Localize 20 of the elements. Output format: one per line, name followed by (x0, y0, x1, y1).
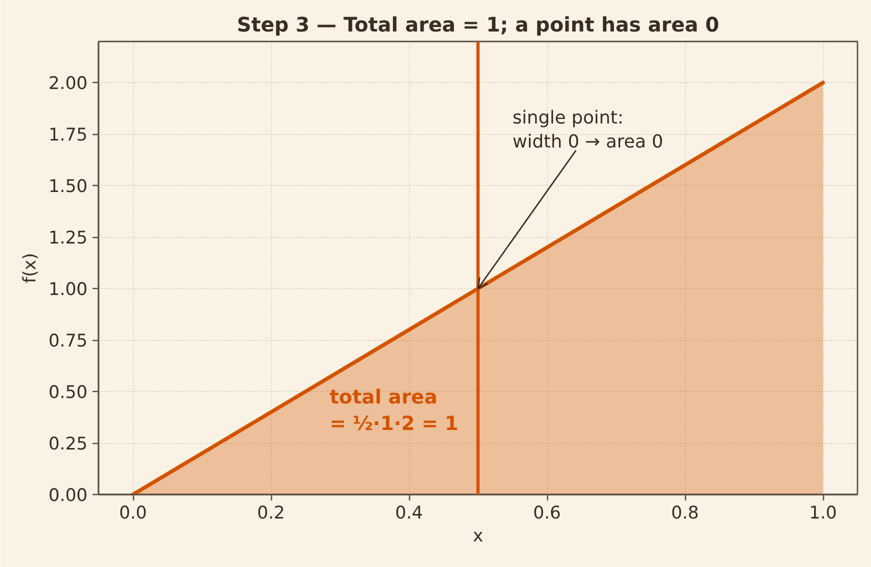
x-tick-label: 0.4 (395, 504, 423, 524)
x-tick-label: 0.0 (119, 504, 147, 524)
y-tick-label: 1.75 (48, 126, 88, 146)
x-tick-label: 0.8 (671, 504, 699, 524)
y-tick-label: 1.25 (48, 228, 88, 249)
x-tick-label: 0.2 (257, 504, 285, 524)
y-tick-label: 0.50 (48, 383, 88, 404)
x-tick-label: 0.6 (533, 504, 561, 524)
x-axis-title: x (472, 526, 484, 546)
y-tick-label: 1.50 (48, 177, 88, 198)
y-tick-label: 1.00 (48, 280, 88, 300)
y-tick-label: 0.25 (48, 434, 88, 455)
annotation: total area = ½·1·2 = 1 (330, 385, 458, 435)
y-tick-label: 2.00 (48, 74, 88, 94)
y-axis-title: f(x) (20, 252, 41, 284)
chart-title: Step 3 — Total area = 1; a point has area 0 (236, 12, 720, 36)
y-tick-label: 0.75 (48, 332, 88, 352)
y-tick-label: 0.00 (48, 486, 88, 506)
annotation: single point: width 0 → area 0 (512, 107, 664, 153)
x-tick-label: 1.0 (809, 504, 837, 524)
